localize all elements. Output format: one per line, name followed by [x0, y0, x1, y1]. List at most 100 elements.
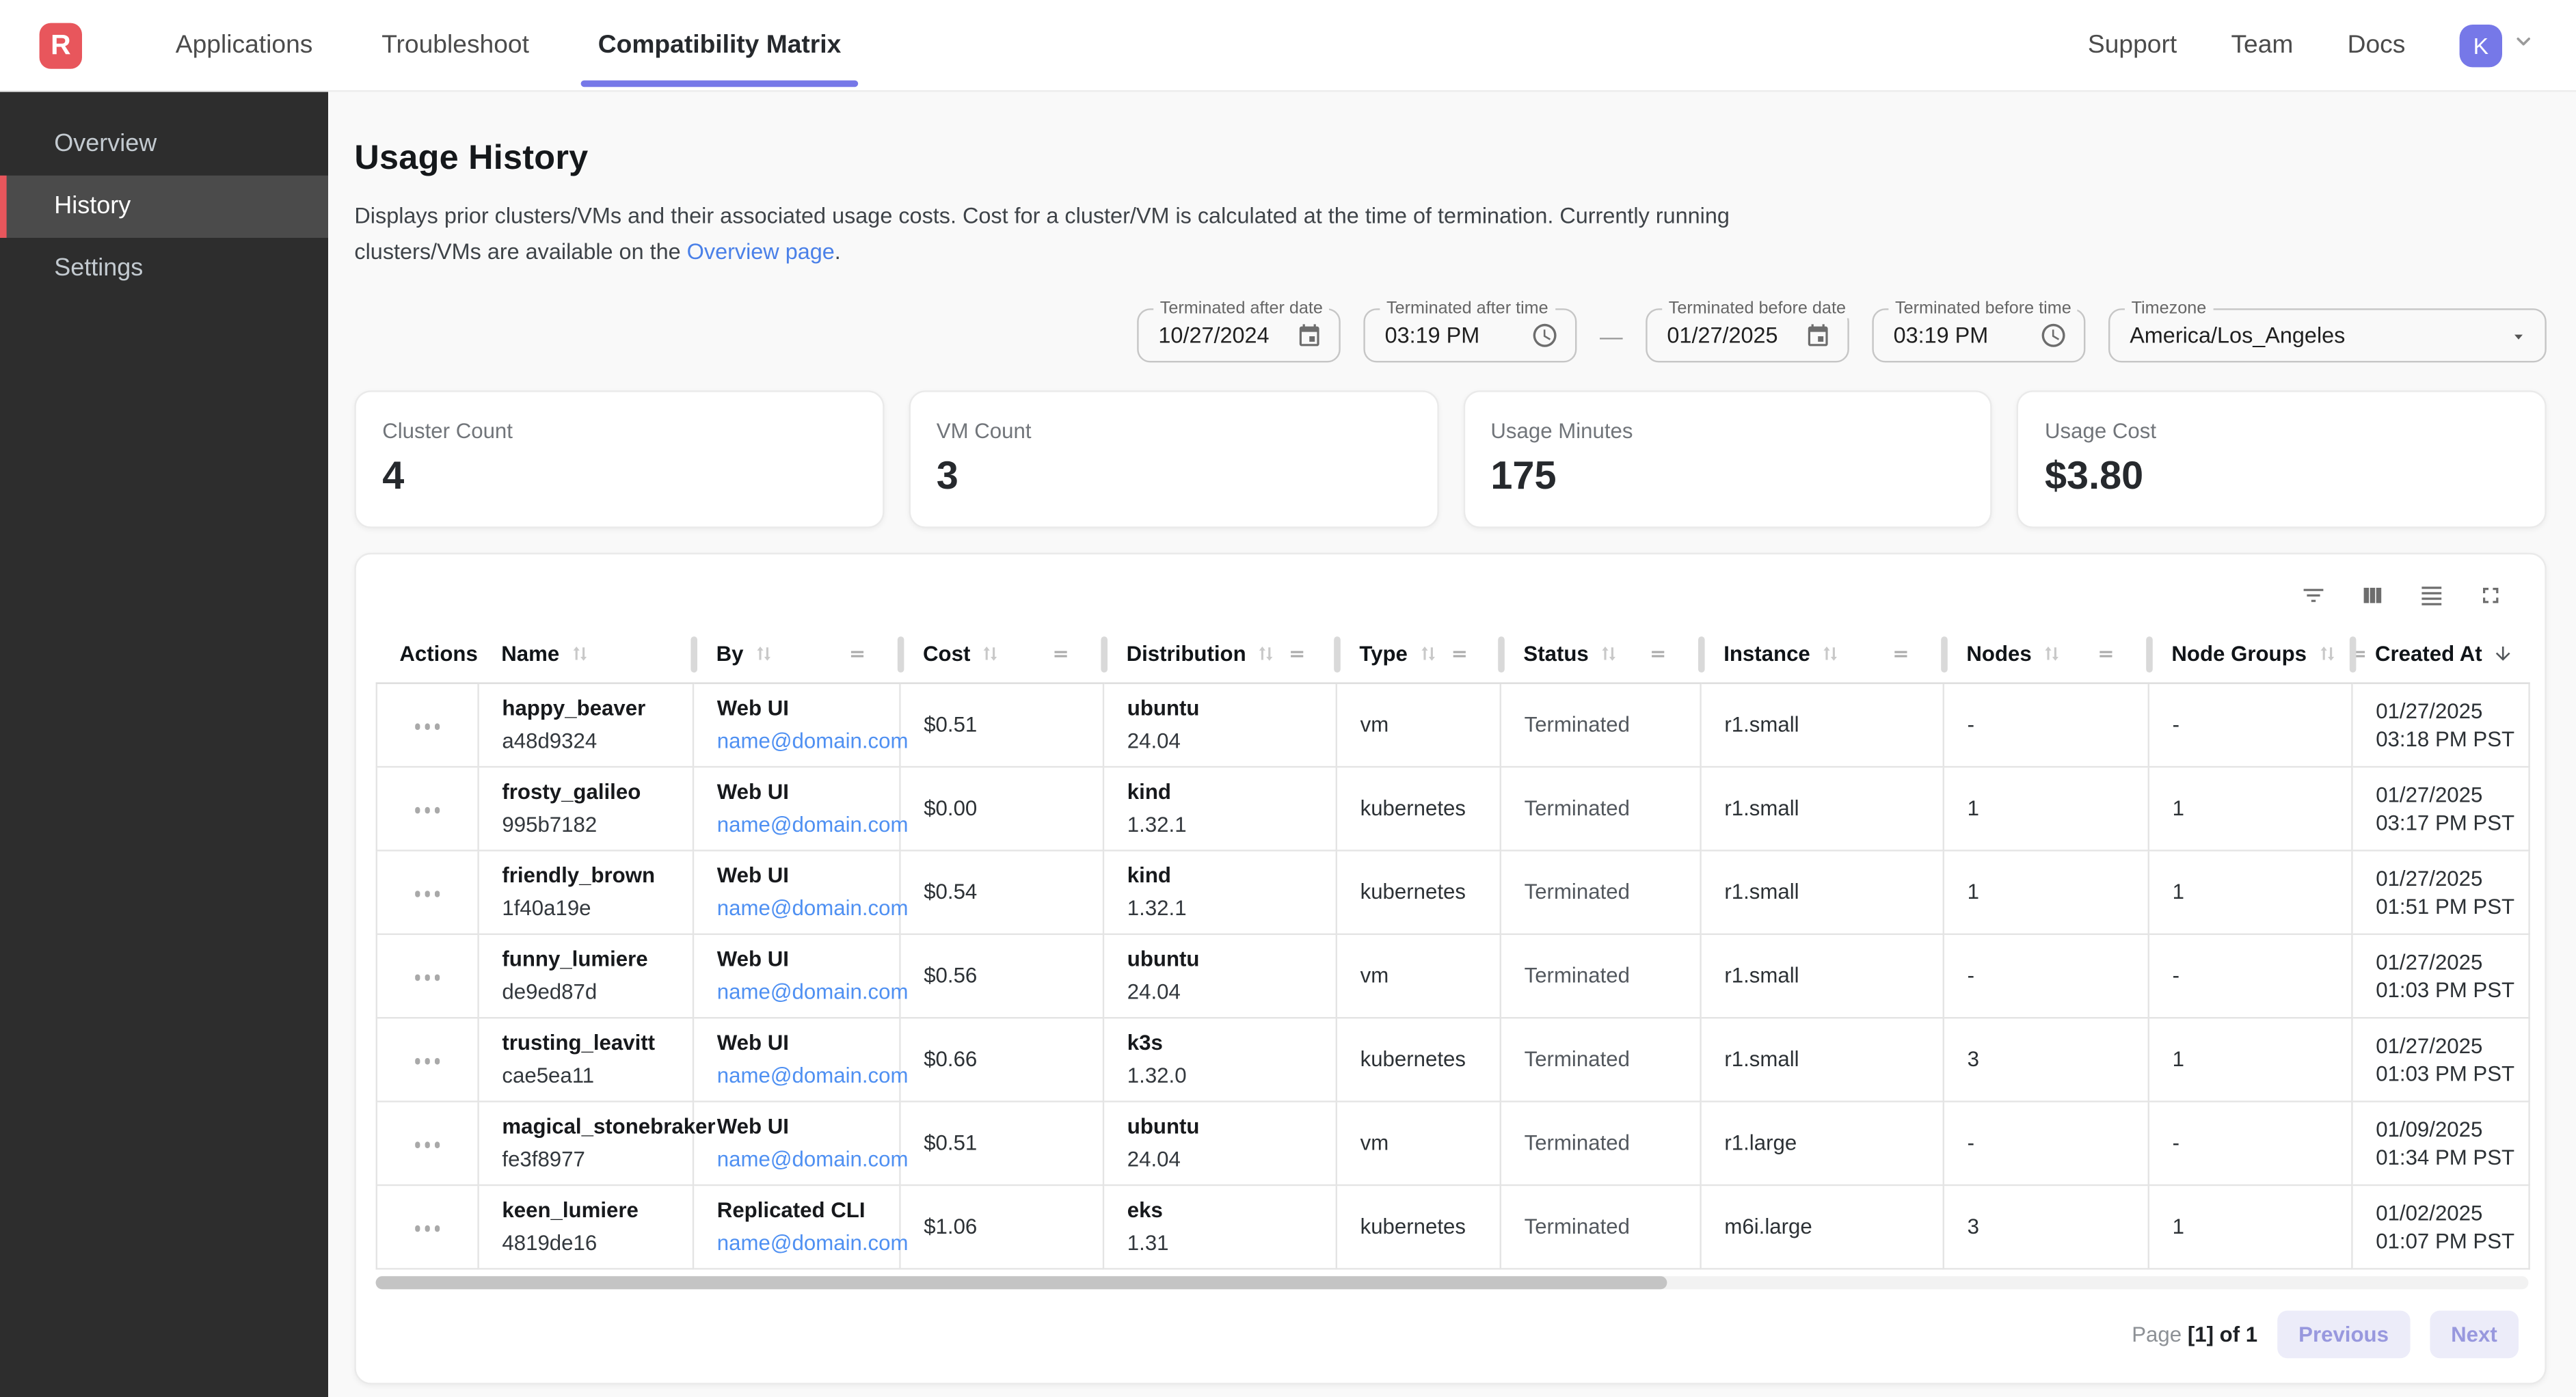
density-icon[interactable]: [2411, 574, 2453, 616]
avatar-initial: K: [2473, 31, 2489, 59]
terminated-after-time-field[interactable]: Terminated after time 03:19 PM: [1363, 298, 1577, 363]
cell-nodes: -: [1943, 933, 2150, 1018]
drag-handle-icon[interactable]: [1287, 643, 1309, 664]
drag-handle-icon[interactable]: [1646, 643, 1667, 664]
field-value: America/Los_Angeles: [2130, 323, 2346, 348]
column-resizer[interactable]: [690, 636, 697, 673]
drag-handle-icon[interactable]: [1449, 643, 1470, 664]
sort-icon[interactable]: [980, 643, 1002, 664]
chevron-down-icon[interactable]: [2510, 28, 2536, 62]
column-header-status[interactable]: Status: [1500, 626, 1704, 683]
row-actions-icon[interactable]: [405, 1048, 450, 1074]
previous-page-button[interactable]: Previous: [2277, 1310, 2411, 1358]
column-resizer[interactable]: [1940, 636, 1947, 673]
sidebar-item-overview[interactable]: Overview: [54, 129, 157, 158]
drag-handle-icon[interactable]: [846, 643, 867, 664]
sort-icon[interactable]: [2041, 643, 2063, 664]
overview-page-link[interactable]: Overview page: [686, 239, 835, 264]
column-header-instance[interactable]: Instance: [1700, 626, 1947, 683]
distribution-name: kind: [1127, 863, 1171, 888]
column-header-name[interactable]: Name: [478, 626, 697, 683]
drag-handle-icon[interactable]: [1890, 643, 1911, 664]
creator-email-link[interactable]: name@domain.com: [716, 728, 909, 753]
sort-icon[interactable]: [1598, 643, 1620, 664]
calendar-icon[interactable]: [1805, 323, 1831, 349]
row-actions-icon[interactable]: [405, 1215, 450, 1240]
type-value: kubernetes: [1360, 796, 1466, 820]
row-actions-icon[interactable]: [405, 964, 450, 990]
creator-email-link[interactable]: name@domain.com: [716, 812, 909, 837]
row-actions-icon[interactable]: [405, 797, 450, 822]
column-resizer[interactable]: [1333, 636, 1340, 673]
cell-distribution: kind 1.32.1: [1103, 850, 1338, 934]
nav-link-docs[interactable]: Docs: [2347, 30, 2406, 59]
column-resizer[interactable]: [1697, 636, 1704, 673]
node-groups-value: 1: [2172, 1214, 2184, 1239]
cell-nodes: -: [1943, 1100, 2150, 1186]
sort-icon[interactable]: [2316, 643, 2337, 664]
column-resizer[interactable]: [2348, 636, 2356, 673]
creator-email-link[interactable]: name@domain.com: [716, 1146, 909, 1171]
column-resizer[interactable]: [2145, 636, 2152, 673]
sort-icon[interactable]: [1820, 643, 1841, 664]
caret-down-icon[interactable]: [2509, 325, 2529, 345]
column-header-node-groups[interactable]: Node Groups: [2148, 626, 2365, 683]
sidebar-item-history[interactable]: History: [0, 175, 329, 238]
nav-tab-troubleshoot[interactable]: Troubleshoot: [381, 30, 529, 59]
creator-email-link[interactable]: name@domain.com: [716, 1230, 909, 1256]
created-by: Web UI: [716, 695, 789, 720]
fullscreen-icon[interactable]: [2469, 574, 2512, 616]
nav-tab-applications[interactable]: Applications: [175, 30, 313, 59]
column-header-nodes[interactable]: Nodes: [1943, 626, 2152, 683]
column-header-type[interactable]: Type: [1336, 626, 1504, 683]
nav-link-team[interactable]: Team: [2231, 30, 2294, 59]
calendar-icon[interactable]: [1296, 323, 1322, 349]
creator-email-link[interactable]: name@domain.com: [716, 1063, 909, 1088]
clock-icon[interactable]: [1531, 321, 1559, 349]
avatar[interactable]: K: [2459, 23, 2503, 67]
table-row: friendly_brown 1f40a19e Web UI name@domain…: [375, 850, 2530, 934]
sort-icon[interactable]: [569, 643, 591, 664]
table-row: keen_lumiere 4819de16 Replicated CLI name@…: [375, 1184, 2530, 1269]
table-row: funny_lumiere de9ed87d Web UI name@domain.…: [375, 933, 2530, 1018]
creator-email-link[interactable]: name@domain.com: [716, 979, 909, 1004]
nav-tab-compatibility-matrix[interactable]: Compatibility Matrix: [581, 0, 858, 91]
next-page-button[interactable]: Next: [2429, 1310, 2519, 1358]
terminated-before-time-field[interactable]: Terminated before time 03:19 PM: [1872, 298, 2086, 363]
account-menu[interactable]: K: [2459, 23, 2537, 67]
scrollbar-thumb[interactable]: [375, 1275, 1667, 1289]
sort-icon[interactable]: [753, 643, 775, 664]
cell-node-groups: 1: [2148, 850, 2353, 934]
terminated-after-date-field[interactable]: Terminated after date 10/27/2024: [1137, 298, 1341, 363]
show-hide-columns-icon[interactable]: [2351, 574, 2393, 616]
created-by: Replicated CLI: [716, 1197, 866, 1223]
nav-link-support[interactable]: Support: [2087, 30, 2177, 59]
row-actions-icon[interactable]: [405, 1132, 450, 1157]
terminated-before-date-field[interactable]: Terminated before date 01/27/2025: [1646, 298, 1853, 363]
replicated-logo[interactable]: R: [39, 22, 83, 68]
cell-status: Terminated: [1500, 933, 1702, 1018]
row-actions-icon[interactable]: [405, 881, 450, 906]
column-label: Cost: [923, 642, 971, 667]
node-groups-value: 1: [2172, 1046, 2184, 1072]
timezone-select[interactable]: Timezone America/Los_Angeles: [2108, 298, 2547, 363]
cell-name: trusting_leavitt cae5ea11: [478, 1017, 695, 1102]
column-header-cost[interactable]: Cost: [900, 626, 1107, 683]
drag-handle-icon[interactable]: [1049, 643, 1071, 664]
column-header-distribution[interactable]: Distribution: [1103, 626, 1340, 683]
creator-email-link[interactable]: name@domain.com: [716, 895, 909, 921]
column-resizer[interactable]: [1497, 636, 1504, 673]
column-header-by[interactable]: By: [693, 626, 904, 683]
sort-icon[interactable]: [1417, 643, 1438, 664]
drag-handle-icon[interactable]: [2095, 643, 2116, 664]
horizontal-scrollbar[interactable]: [375, 1275, 2529, 1289]
clock-icon[interactable]: [2039, 321, 2067, 349]
sort-icon[interactable]: [1256, 643, 1277, 664]
sidebar-item-settings[interactable]: Settings: [54, 254, 144, 282]
row-actions-icon[interactable]: [405, 714, 450, 739]
column-resizer[interactable]: [1100, 636, 1107, 673]
column-header-created-at[interactable]: Created At: [2352, 626, 2530, 683]
column-resizer[interactable]: [896, 636, 904, 673]
sort-desc-icon[interactable]: [2492, 643, 2513, 664]
filter-icon[interactable]: [2292, 574, 2335, 616]
